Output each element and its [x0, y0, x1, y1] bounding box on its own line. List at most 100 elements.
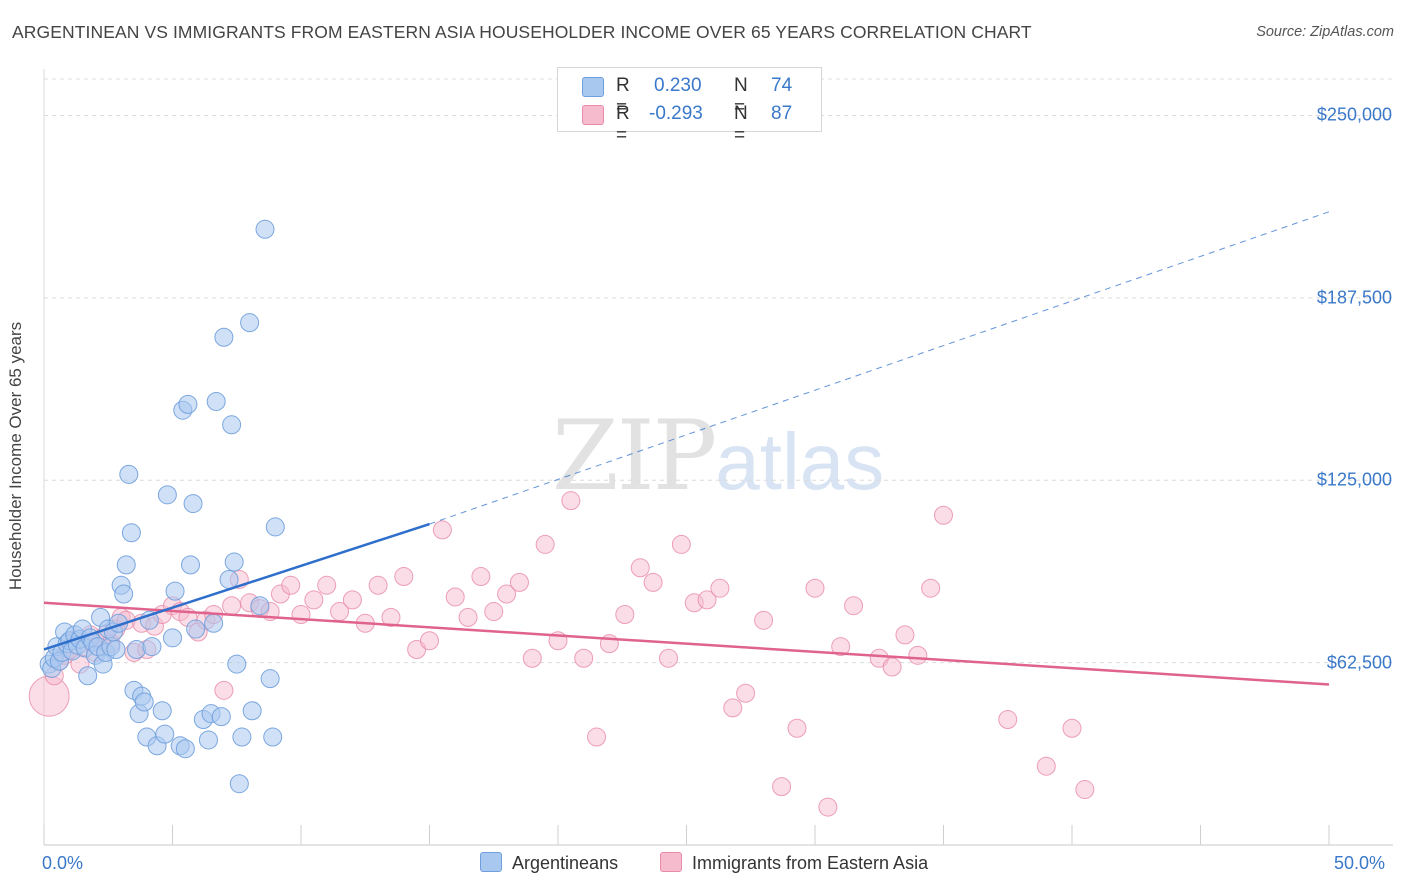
- blue-point: [265, 517, 285, 537]
- y-tick-label: $62,500: [1326, 652, 1392, 673]
- pink-point: [736, 683, 756, 703]
- pink-point: [831, 637, 851, 657]
- legend-n-label: N =: [734, 75, 748, 118]
- blue-point: [157, 485, 177, 505]
- chart-title: ARGENTINEAN VS IMMIGRANTS FROM EASTERN A…: [12, 22, 1032, 42]
- blue-trend-extension: [429, 211, 1330, 525]
- pink-point: [214, 680, 234, 700]
- blue-point: [183, 494, 203, 514]
- blue-point: [119, 464, 139, 484]
- x-tick-min: 0.0%: [42, 853, 84, 873]
- pink-point: [934, 505, 953, 525]
- legend-n-value: 87: [771, 103, 793, 124]
- watermark: ZIPatlas: [552, 400, 884, 512]
- pink-point: [818, 797, 838, 817]
- pink-point: [908, 645, 928, 665]
- blue-point: [175, 739, 195, 759]
- pink-point: [643, 572, 663, 592]
- pink-point: [535, 534, 555, 554]
- blue-point: [198, 730, 218, 750]
- pink-point: [1075, 780, 1095, 800]
- series-legend-eastern-asia: Immigrants from Eastern Asia: [660, 852, 928, 874]
- blue-point: [255, 219, 275, 239]
- legend-r-label: R =: [616, 75, 630, 118]
- pink-point: [432, 520, 452, 540]
- pink-point: [445, 587, 465, 607]
- blue-point: [250, 596, 270, 616]
- pink-point: [304, 590, 324, 610]
- blue-point: [178, 394, 198, 414]
- blue-point: [222, 415, 242, 435]
- legend-r-value: 0.230: [654, 75, 702, 96]
- pink-point: [710, 578, 730, 598]
- blue-point: [204, 613, 224, 633]
- pink-point: [754, 610, 774, 630]
- pink-point: [805, 578, 825, 598]
- pink-point: [659, 648, 679, 668]
- blue-point: [227, 654, 247, 674]
- blue-point: [106, 639, 126, 659]
- pink-point: [471, 567, 491, 587]
- pink-point: [697, 590, 717, 610]
- y-tick-label: $250,000: [1316, 104, 1392, 125]
- pink-point: [574, 648, 594, 668]
- pink-point: [509, 572, 529, 592]
- pink-point: [342, 590, 362, 610]
- blue-point: [163, 628, 182, 648]
- blue-point: [186, 619, 206, 639]
- pink-point: [381, 607, 401, 627]
- pink-point: [281, 575, 301, 595]
- blue-point: [229, 774, 249, 794]
- legend-swatch-pink: [582, 105, 604, 125]
- y-axis-label: Householder Income Over 65 years: [6, 321, 25, 591]
- legend-n-label: N =: [734, 103, 748, 146]
- pink-point: [317, 575, 337, 595]
- legend-n-value: 74: [771, 75, 793, 96]
- blue-point: [152, 701, 172, 721]
- pink-point: [458, 607, 478, 627]
- pink-point: [723, 698, 743, 718]
- correlation-legend: R = 0.230 N = 74 R = -0.293 N = 87: [557, 67, 822, 146]
- pink-point: [561, 491, 581, 511]
- pink-point: [587, 727, 607, 747]
- pink-point: [222, 596, 242, 616]
- series-label-eastern-asia: Immigrants from Eastern Asia: [692, 853, 929, 873]
- y-tick-label: $187,500: [1316, 287, 1392, 308]
- pink-trend-line: [43, 601, 1330, 686]
- pink-point: [772, 777, 792, 797]
- pink-point: [420, 631, 439, 651]
- blue-point: [240, 313, 260, 333]
- blue-point: [134, 692, 154, 712]
- chart-source: Source: ZipAtlas.com: [1256, 24, 1394, 40]
- watermark-atlas: atlas: [715, 417, 885, 506]
- series-legend-argentineans: Argentineans: [480, 852, 618, 874]
- blue-point: [242, 701, 262, 721]
- blue-trend-line: [43, 522, 430, 651]
- legend-r-value: -0.293: [649, 103, 703, 124]
- blue-point: [142, 637, 162, 657]
- blue-point: [211, 707, 231, 727]
- x-tick-max: 50.0%: [1334, 853, 1386, 873]
- blue-point: [206, 391, 226, 411]
- pink-point: [630, 558, 650, 578]
- blue-point: [121, 523, 141, 543]
- pink-point: [882, 657, 902, 677]
- pink-point: [522, 648, 542, 668]
- blue-point: [219, 569, 239, 589]
- blue-point: [232, 727, 252, 747]
- blue-point: [127, 639, 147, 659]
- pink-point: [497, 584, 517, 604]
- legend-r-label: R =: [616, 103, 630, 146]
- series-swatch-blue: [480, 852, 502, 872]
- watermark-zip: ZIP: [552, 400, 717, 512]
- pink-point: [844, 596, 864, 616]
- pink-point: [368, 575, 388, 595]
- pink-point: [394, 567, 414, 587]
- pink-point: [671, 534, 691, 554]
- pink-point: [921, 578, 941, 598]
- blue-point: [180, 555, 200, 575]
- pink-point: [484, 602, 504, 622]
- pink-point: [787, 718, 807, 738]
- blue-point: [165, 581, 185, 601]
